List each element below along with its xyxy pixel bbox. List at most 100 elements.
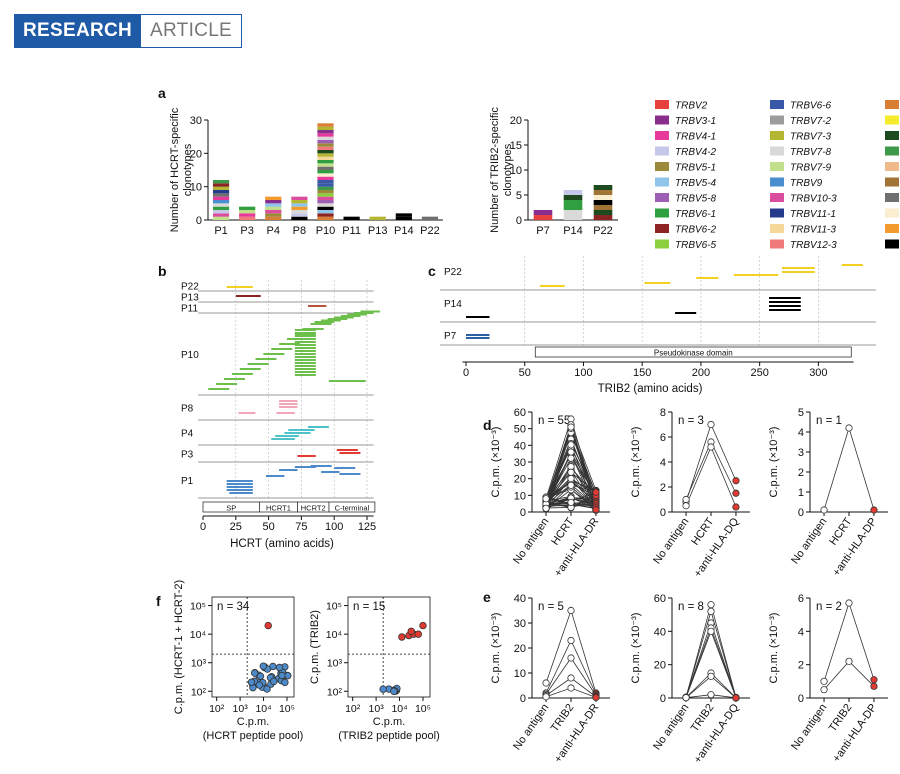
bar-seg-a-left-3-0 xyxy=(291,216,308,220)
d1-pt-a-2 xyxy=(682,502,690,510)
bar-seg-a-right-1-1 xyxy=(563,210,583,215)
f1-pt-13 xyxy=(414,630,422,638)
f1-ytick-label-3: 10⁵ xyxy=(326,601,342,613)
ytick-label-a-right-4: 20 xyxy=(510,115,522,127)
legend-swatch-3 xyxy=(655,146,669,156)
c-xtick-label-1: 50 xyxy=(519,367,531,379)
legend-swatch-28 xyxy=(885,224,899,233)
bar-seg-a-left-4-6 xyxy=(317,196,334,200)
d2-line-0 xyxy=(823,426,875,511)
bar-seg-a-left-4-27 xyxy=(317,126,334,130)
c-xtick-label-4: 200 xyxy=(692,367,710,379)
e0-ytick-label-0: 0 xyxy=(520,693,526,705)
d1-xtick-label-0: No antigen xyxy=(651,516,691,566)
bar-seg-a-left-0-9 xyxy=(212,186,230,190)
e1-xtick-label-0: No antigen xyxy=(651,702,691,752)
d1-pt-b-0 xyxy=(707,420,715,429)
legend-swatch-21 xyxy=(885,115,899,125)
f0-pt-25 xyxy=(275,663,284,672)
xtick-label-a-left-7: P14 xyxy=(394,225,414,237)
d1-ytick-label-4: 8 xyxy=(660,407,666,419)
bar-seg-a-left-4-19 xyxy=(317,153,334,157)
bar-seg-a-right-2-0 xyxy=(593,215,613,220)
legend-swatch-9 xyxy=(655,239,669,249)
d2-ytick-label-4: 4 xyxy=(798,427,804,439)
f0-pt-29 xyxy=(255,681,264,689)
d1-pt-c-2 xyxy=(732,503,740,511)
legend-label-18: TRBV11-3 xyxy=(790,225,836,236)
d2-ytick-label-2: 2 xyxy=(798,467,804,479)
bar-seg-a-left-8-0 xyxy=(421,216,439,220)
f1-xlabel2: (TRIB2 peptide pool) xyxy=(338,730,440,742)
bar-seg-a-left-4-20 xyxy=(317,150,334,154)
legend-swatch-29 xyxy=(885,239,899,249)
legend-swatch-1 xyxy=(655,115,669,125)
xtick-label-a-left-6: P13 xyxy=(368,225,388,237)
bar-seg-a-left-4-8 xyxy=(317,190,334,194)
bar-seg-a-left-2-6 xyxy=(265,196,282,200)
e1-line-3 xyxy=(685,626,737,698)
e1-pt-b-4 xyxy=(707,627,715,635)
bar-seg-a-right-0-0 xyxy=(533,215,553,220)
d2-pt-c-0 xyxy=(870,506,878,514)
d2-pt-b-0 xyxy=(845,424,853,432)
c-xtick-label-0: 0 xyxy=(463,367,469,379)
d1-ylabel: C.p.m. (×10⁻³) xyxy=(630,427,642,498)
legend-swatch-2 xyxy=(655,131,669,140)
legend-label-11: TRBV7-2 xyxy=(790,116,832,127)
b-row-label-5: P4 xyxy=(181,429,194,440)
legend-label-12: TRBV7-3 xyxy=(790,132,832,143)
f0-pt-28 xyxy=(281,678,289,687)
bar-seg-a-left-4-7 xyxy=(317,193,334,197)
legend-swatch-0 xyxy=(655,100,669,109)
e1-pt-c-7 xyxy=(732,694,740,702)
e2-ytick-label-2: 4 xyxy=(798,626,804,638)
xtick-label-a-left-3: P8 xyxy=(293,225,306,237)
e0-xtick-label-0: No antigen xyxy=(511,702,551,752)
legend-label-0: TRBV2 xyxy=(675,101,708,112)
b-xtick-label-2: 50 xyxy=(262,521,274,533)
f1-n-label: n = 15 xyxy=(353,601,385,613)
xtick-label-a-right-0: P7 xyxy=(536,225,549,237)
legend-swatch-11 xyxy=(770,115,784,125)
ytick-label-a-left-1: 10 xyxy=(190,182,202,194)
legend-label-9: TRBV6-5 xyxy=(675,240,717,251)
ytick-label-a-left-0: 0 xyxy=(196,215,202,227)
bar-seg-a-left-1-3 xyxy=(239,206,256,210)
chart-a-left: 0 10 20 30 P1 P3 P4 P8 P10 P11 P13 P14 P22 Number of … xyxy=(169,107,443,237)
d0-ytick-label-0: 0 xyxy=(520,507,526,519)
legend-swatch-25 xyxy=(885,177,899,187)
d2-ytick-label-0: 0 xyxy=(798,507,804,519)
bar-seg-a-right-0-1 xyxy=(533,210,553,215)
e1-pt-b-7 xyxy=(707,691,715,699)
d2-n-label: n = 1 xyxy=(816,415,842,427)
bar-seg-a-left-4-21 xyxy=(317,146,334,150)
research-label: RESEARCH xyxy=(14,14,142,48)
e1-pt-b-1 xyxy=(707,607,715,615)
d1-pt-c-1 xyxy=(732,489,740,497)
d0-pt-a-53 xyxy=(542,504,550,512)
bar-seg-a-left-1-2 xyxy=(239,210,256,214)
d1-ytick-label-0: 0 xyxy=(660,507,666,519)
ytick-label-a-left-3: 30 xyxy=(190,115,202,127)
legend-label-19: TRBV12-3 xyxy=(790,240,837,251)
f0-ylabel: C.p.m. (HCRT-1 + HCRT-2) xyxy=(173,580,185,714)
legend-swatch-14 xyxy=(770,162,784,171)
bar-seg-a-left-2-3 xyxy=(265,206,282,210)
d0-pt-b-45 xyxy=(567,454,575,462)
bar-seg-a-left-0-0 xyxy=(212,216,230,220)
bar-seg-a-left-0-4 xyxy=(212,203,230,207)
xtick-label-a-right-1: P14 xyxy=(563,225,583,237)
e2-ytick-label-0: 0 xyxy=(798,693,804,705)
legend-label-3: TRBV4-2 xyxy=(675,147,717,158)
bar-seg-a-right-2-6 xyxy=(593,185,613,190)
bar-seg-a-left-4-24 xyxy=(317,136,334,140)
f1-pt-12 xyxy=(407,627,415,635)
f1-pt-14 xyxy=(419,621,427,630)
d2-ytick-label-5: 5 xyxy=(798,407,804,419)
bar-seg-a-right-2-5 xyxy=(593,190,613,195)
e0-pt-b-0 xyxy=(567,606,575,615)
d0-ytick-label-6: 60 xyxy=(514,407,526,419)
c-xtick-label-3: 150 xyxy=(633,367,651,379)
bar-seg-a-left-0-5 xyxy=(212,200,230,204)
